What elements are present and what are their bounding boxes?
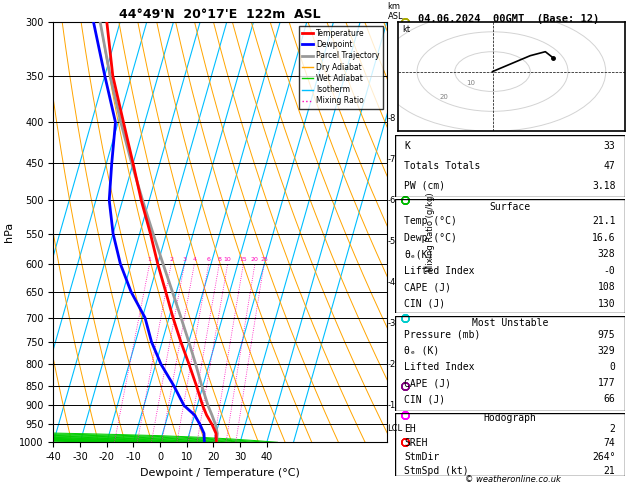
Text: -5: -5 — [387, 237, 396, 246]
Text: θₑ(K): θₑ(K) — [404, 249, 433, 259]
Text: 329: 329 — [598, 346, 615, 356]
Text: 328: 328 — [598, 249, 615, 259]
Text: -1: -1 — [387, 401, 396, 410]
Text: 47: 47 — [604, 161, 615, 171]
Text: Pressure (mb): Pressure (mb) — [404, 330, 481, 340]
Text: CAPE (J): CAPE (J) — [404, 378, 451, 388]
Text: -8: -8 — [387, 114, 396, 123]
Text: 10: 10 — [224, 257, 231, 262]
Text: 975: 975 — [598, 330, 615, 340]
Text: Hodograph: Hodograph — [483, 413, 537, 423]
Text: 04.06.2024  00GMT  (Base: 12): 04.06.2024 00GMT (Base: 12) — [418, 14, 599, 24]
Text: PW (cm): PW (cm) — [404, 181, 445, 191]
Text: 21.1: 21.1 — [592, 216, 615, 226]
Text: 20: 20 — [440, 94, 448, 101]
Text: Totals Totals: Totals Totals — [404, 161, 481, 171]
Text: θₑ (K): θₑ (K) — [404, 346, 440, 356]
Text: -7: -7 — [387, 155, 396, 164]
Text: 2: 2 — [169, 257, 173, 262]
Text: 130: 130 — [598, 299, 615, 309]
Y-axis label: hPa: hPa — [4, 222, 14, 242]
Text: StmDir: StmDir — [404, 451, 440, 462]
Text: StmSpd (kt): StmSpd (kt) — [404, 466, 469, 476]
Text: 0: 0 — [610, 362, 615, 372]
Text: 3: 3 — [182, 257, 187, 262]
Text: 2: 2 — [610, 424, 615, 434]
Text: CAPE (J): CAPE (J) — [404, 282, 451, 292]
Text: Temp (°C): Temp (°C) — [404, 216, 457, 226]
Text: 21: 21 — [604, 466, 615, 476]
Text: Lifted Index: Lifted Index — [404, 266, 475, 276]
Text: -6: -6 — [387, 196, 396, 205]
Text: 15: 15 — [240, 257, 247, 262]
Text: Surface: Surface — [489, 202, 530, 212]
Text: SREH: SREH — [404, 438, 428, 448]
Legend: Temperature, Dewpoint, Parcel Trajectory, Dry Adiabat, Wet Adiabat, Isotherm, Mi: Temperature, Dewpoint, Parcel Trajectory… — [299, 26, 383, 108]
Text: CIN (J): CIN (J) — [404, 299, 445, 309]
Text: 16.6: 16.6 — [592, 232, 615, 243]
Text: 20: 20 — [251, 257, 259, 262]
Text: 264°: 264° — [592, 451, 615, 462]
Text: 66: 66 — [604, 394, 615, 404]
Text: EH: EH — [404, 424, 416, 434]
X-axis label: Dewpoint / Temperature (°C): Dewpoint / Temperature (°C) — [140, 468, 300, 478]
Text: 33: 33 — [604, 141, 615, 151]
Text: 177: 177 — [598, 378, 615, 388]
Text: km
ASL: km ASL — [387, 1, 403, 21]
Text: 10: 10 — [466, 81, 475, 87]
Text: 8: 8 — [218, 257, 221, 262]
Text: -0: -0 — [604, 266, 615, 276]
Text: -2: -2 — [387, 360, 396, 369]
Text: © weatheronline.co.uk: © weatheronline.co.uk — [465, 474, 560, 484]
Text: 3.18: 3.18 — [592, 181, 615, 191]
Text: kt: kt — [402, 25, 410, 34]
Title: 44°49'N  20°17'E  122m  ASL: 44°49'N 20°17'E 122m ASL — [120, 8, 321, 21]
Text: 1: 1 — [148, 257, 152, 262]
Text: CIN (J): CIN (J) — [404, 394, 445, 404]
Text: 4: 4 — [192, 257, 196, 262]
Text: Mixing Ratio (g/kg): Mixing Ratio (g/kg) — [426, 192, 435, 272]
Text: Most Unstable: Most Unstable — [472, 317, 548, 328]
Text: K: K — [404, 141, 410, 151]
Text: -3: -3 — [387, 319, 396, 328]
Text: 6: 6 — [207, 257, 211, 262]
Text: 108: 108 — [598, 282, 615, 292]
Text: -4: -4 — [387, 278, 396, 287]
Text: Lifted Index: Lifted Index — [404, 362, 475, 372]
Text: LCL: LCL — [387, 423, 403, 433]
Text: Dewp (°C): Dewp (°C) — [404, 232, 457, 243]
Text: 25: 25 — [260, 257, 268, 262]
Text: 74: 74 — [604, 438, 615, 448]
